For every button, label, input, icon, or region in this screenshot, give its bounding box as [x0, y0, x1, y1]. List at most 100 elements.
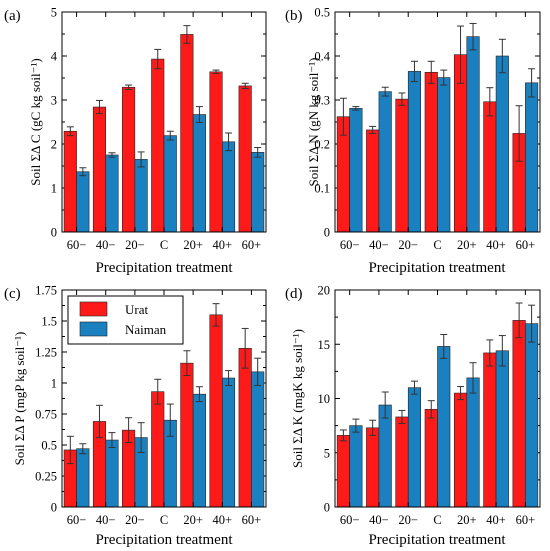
y-tick-label: 10	[318, 392, 331, 406]
error-bar	[515, 105, 523, 162]
bar-naiman-4	[192, 114, 206, 233]
panel-label: (b)	[285, 8, 303, 24]
error-bar	[79, 167, 87, 177]
bar-naiman-1	[378, 91, 392, 233]
x-tick-label: 60−	[67, 238, 87, 252]
error-bar	[225, 132, 233, 152]
error-bar	[154, 378, 162, 405]
y-tick-label: 1.5	[41, 315, 57, 329]
y-tick-label: 5	[324, 446, 330, 460]
bar-urat-3	[151, 391, 165, 508]
y-tick-label: 0	[51, 226, 57, 240]
error-bar	[95, 99, 103, 115]
error-bar	[398, 409, 406, 424]
error-bar	[381, 391, 389, 419]
error-bar	[440, 69, 448, 86]
chart-panel-2: (b) 0 0.1 0.2 0.3 0.4 0.5 60− 40− 20− C 20+ 40+ 60+ Pr…	[285, 6, 541, 276]
error-bar	[486, 87, 494, 117]
y-tick-label: 0.75	[35, 408, 57, 422]
y-tick-label: 1	[51, 182, 57, 196]
plot-frame	[61, 289, 267, 508]
error-bar	[369, 419, 377, 436]
bar-naiman-6	[251, 371, 265, 508]
bar-naiman-0	[76, 171, 90, 233]
x-tick-label: 60+	[516, 513, 536, 527]
y-tick-label: 5	[51, 6, 57, 20]
chart-panel-3: (c) 0 0.25 0.5 0.75 1 1.25 1.5 1.75 60− 40− 20− C 20+…	[4, 284, 267, 548]
bar-naiman-5	[495, 55, 509, 233]
error-bar	[166, 403, 174, 437]
bar-naiman-5	[221, 141, 236, 233]
x-tick-label: 60−	[340, 238, 360, 252]
y-tick-label: 0.5	[41, 439, 57, 453]
bar-urat-3	[151, 58, 165, 233]
error-bar	[137, 422, 145, 453]
bar-urat-4	[180, 34, 194, 233]
x-tick-label: 40−	[96, 513, 116, 527]
legend: Urat Naiman	[67, 295, 184, 345]
bar-urat-4	[453, 392, 468, 508]
bar-urat-1	[92, 106, 107, 233]
x-axis-title: Precipitation treatment	[368, 260, 506, 276]
error-bar	[440, 333, 448, 359]
y-tick-label: 0	[51, 501, 57, 515]
error-bar	[66, 126, 74, 137]
x-tick-label: C	[160, 238, 168, 252]
bar-urat-6	[512, 320, 526, 508]
error-bar	[212, 69, 220, 75]
x-axis-title: Precipitation treatment	[95, 532, 233, 548]
x-tick-label: C	[433, 513, 441, 527]
bar-urat-0	[63, 130, 77, 233]
bar-urat-2	[122, 86, 136, 233]
error-bar	[212, 303, 220, 327]
bar-naiman-2	[407, 71, 422, 233]
x-tick-label: 20+	[457, 513, 477, 527]
x-axis-title: Precipitation treatment	[368, 532, 506, 548]
error-bar	[369, 125, 377, 134]
x-tick-label: C	[433, 238, 441, 252]
legend-label-urat: Urat	[125, 302, 148, 317]
y-tick-label: 1.25	[35, 346, 57, 360]
error-bar	[398, 92, 406, 106]
error-bar	[410, 380, 418, 395]
plot-frame	[61, 11, 267, 233]
bar-urat-0	[336, 435, 350, 508]
error-bar	[528, 304, 536, 343]
error-bar	[469, 362, 477, 394]
x-tick-label: 40+	[486, 513, 506, 527]
x-tick-label: 40−	[96, 238, 116, 252]
y-tick-label: 20	[318, 284, 331, 298]
error-bar	[515, 302, 523, 339]
bar-urat-3	[424, 71, 438, 233]
error-bar	[125, 417, 133, 444]
x-tick-label: 20−	[398, 513, 418, 527]
y-tick-label: 1.75	[35, 284, 57, 298]
legend-label-naiman: Naiman	[125, 322, 167, 337]
error-bar	[137, 151, 145, 168]
bar-urat-6	[238, 85, 252, 233]
y-tick-label: 3	[51, 94, 57, 108]
bar-urat-2	[395, 416, 409, 508]
y-axis-title: Soil ΣΔ N (gN kg soil⁻¹)	[306, 58, 321, 187]
error-bar	[339, 429, 347, 442]
bar-naiman-3	[437, 346, 451, 508]
bar-urat-5	[209, 314, 223, 508]
x-tick-label: 40+	[213, 238, 233, 252]
bar-naiman-0	[349, 425, 363, 508]
error-bar	[427, 60, 435, 84]
error-bar	[166, 130, 174, 141]
chart-panel-4: (d) 0 5 10 15 20 60− 40− 20− C 20+ 40+ 60+ Precipitat…	[285, 284, 541, 548]
bar-naiman-4	[466, 377, 480, 508]
bar-naiman-2	[134, 159, 148, 233]
y-tick-label: 4	[51, 50, 58, 64]
y-axis-title: Soil ΣΔ C (gC kg soil⁻¹)	[28, 58, 43, 185]
plot-frame	[334, 289, 541, 508]
error-bar	[195, 386, 203, 403]
panel-label: (c)	[4, 286, 21, 302]
bar-urat-1	[366, 427, 380, 508]
error-bar	[486, 339, 494, 367]
y-tick-label: 1	[51, 377, 57, 391]
error-bar	[352, 106, 360, 111]
bar-naiman-2	[407, 387, 422, 508]
x-tick-label: C	[160, 513, 168, 527]
